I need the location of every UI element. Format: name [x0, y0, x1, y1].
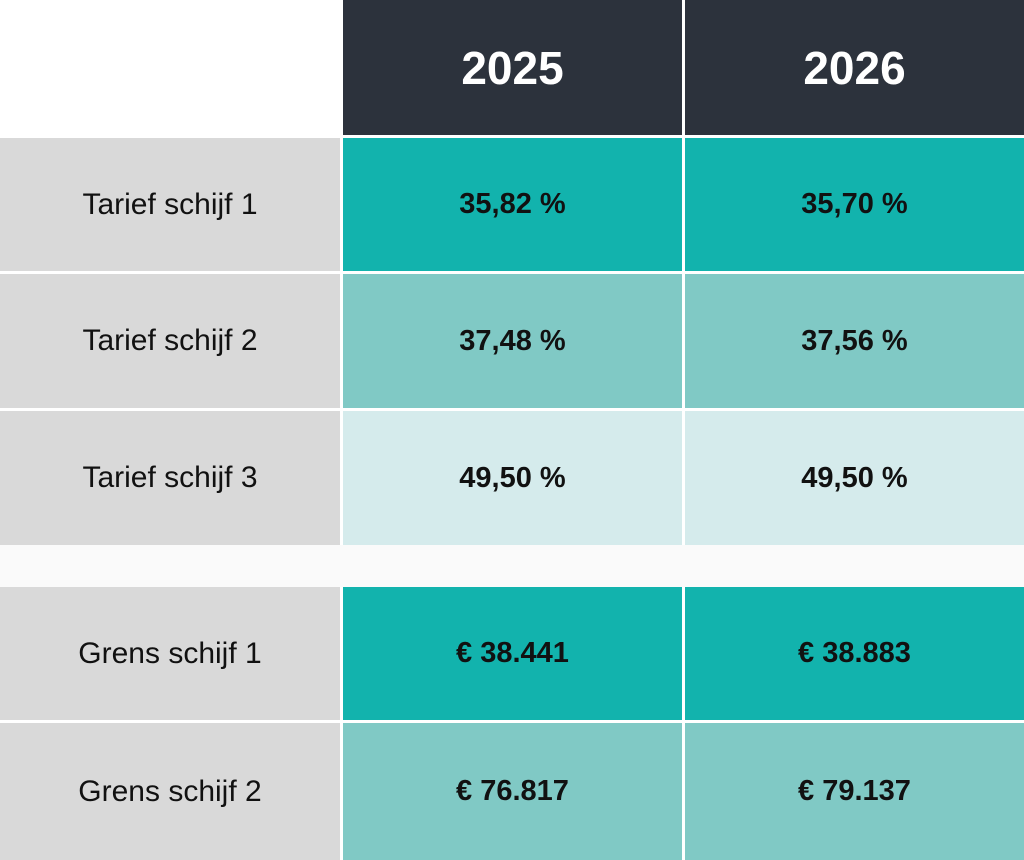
limit-value: € 79.137 — [798, 775, 911, 807]
rate-3-2026: 49,50 % — [685, 411, 1024, 545]
row-label-text: Tarief schijf 3 — [82, 461, 258, 494]
rate-value: 37,48 % — [459, 324, 566, 357]
limit-value: € 38.441 — [456, 637, 569, 669]
limit-2-2025: € 76.817 — [343, 723, 682, 860]
row-label-text: Grens schijf 2 — [78, 774, 262, 808]
header-2026-label: 2026 — [803, 41, 906, 94]
rate-3-2025: 49,50 % — [343, 411, 682, 545]
rate-value: 35,70 % — [801, 188, 908, 220]
rate-value: 35,82 % — [459, 188, 566, 220]
header-2025-label: 2025 — [461, 41, 564, 94]
row-label-grens-1: Grens schijf 1 — [0, 587, 340, 720]
rate-2-2025: 37,48 % — [343, 274, 682, 408]
rate-1-2025: 35,82 % — [343, 138, 682, 271]
row-label-tarief-3: Tarief schijf 3 — [0, 411, 340, 545]
limit-1-2026: € 38.883 — [685, 587, 1024, 720]
header-2026: 2026 — [685, 0, 1024, 135]
rate-1-2026: 35,70 % — [685, 138, 1024, 271]
limit-1-2025: € 38.441 — [343, 587, 682, 720]
section-divider — [0, 545, 1024, 587]
row-label-tarief-1: Tarief schijf 1 — [0, 138, 340, 271]
limit-value: € 38.883 — [798, 637, 911, 669]
limit-2-2026: € 79.137 — [685, 723, 1024, 860]
limit-value: € 76.817 — [456, 775, 569, 807]
row-label-text: Tarief schijf 1 — [82, 187, 258, 221]
row-label-text: Grens schijf 1 — [78, 636, 262, 670]
row-label-text: Tarief schijf 2 — [82, 324, 258, 357]
rate-value: 49,50 % — [459, 461, 566, 494]
row-label-grens-2: Grens schijf 2 — [0, 723, 340, 860]
header-2025: 2025 — [343, 0, 682, 135]
rate-value: 37,56 % — [801, 324, 908, 357]
rate-2-2026: 37,56 % — [685, 274, 1024, 408]
rate-value: 49,50 % — [801, 461, 908, 494]
row-label-tarief-2: Tarief schijf 2 — [0, 274, 340, 408]
